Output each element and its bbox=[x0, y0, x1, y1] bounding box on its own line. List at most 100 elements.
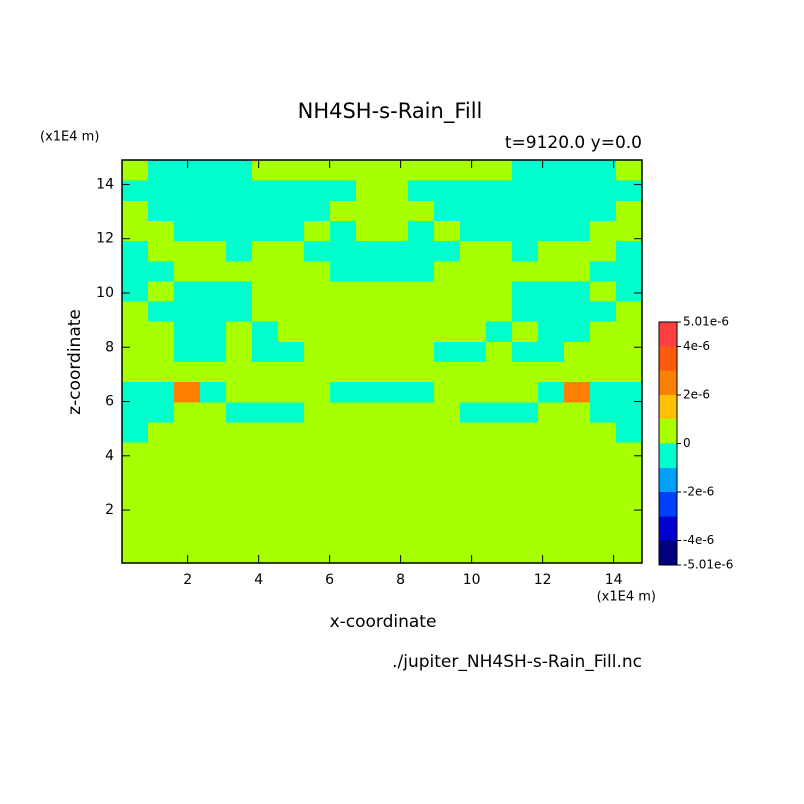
field-cell bbox=[304, 442, 331, 463]
field-cell bbox=[200, 542, 227, 564]
field-cell bbox=[304, 341, 331, 362]
field-cell bbox=[252, 401, 279, 423]
field-cell bbox=[122, 280, 149, 302]
field-cell bbox=[148, 482, 175, 504]
field-cell bbox=[252, 502, 279, 524]
field-cell bbox=[148, 462, 175, 483]
field-cell bbox=[434, 482, 461, 504]
field-cell bbox=[304, 180, 331, 201]
field-cell bbox=[174, 381, 201, 403]
field-cell bbox=[408, 462, 435, 483]
field-cell bbox=[382, 180, 409, 201]
field-cell bbox=[434, 361, 461, 383]
colorbar-band bbox=[659, 322, 677, 347]
field-cell bbox=[616, 401, 643, 423]
field-cell bbox=[382, 502, 409, 524]
field-cell bbox=[382, 200, 409, 221]
field-cell bbox=[122, 301, 149, 322]
field-cell bbox=[408, 502, 435, 524]
field-cell bbox=[616, 260, 643, 282]
field-cell bbox=[434, 462, 461, 483]
field-cell bbox=[486, 220, 513, 242]
field-cell bbox=[616, 421, 643, 443]
field-cell bbox=[252, 421, 279, 443]
field-cell bbox=[330, 381, 357, 403]
field-cell bbox=[278, 462, 305, 483]
field-cell bbox=[330, 482, 357, 504]
field-cell bbox=[460, 220, 487, 242]
field-cell bbox=[252, 220, 279, 242]
field-cell bbox=[460, 260, 487, 282]
field-cell bbox=[252, 200, 279, 221]
field-cell bbox=[252, 240, 279, 262]
field-cell bbox=[122, 522, 149, 544]
field-cell bbox=[382, 160, 409, 181]
field-cell bbox=[434, 401, 461, 423]
field-cell bbox=[616, 180, 643, 201]
field-cell bbox=[538, 522, 565, 544]
x-axis-label: x-coordinate bbox=[330, 612, 437, 632]
field-cell bbox=[564, 361, 591, 383]
field-cell bbox=[408, 522, 435, 544]
field-cell bbox=[226, 200, 253, 221]
field-cell bbox=[252, 482, 279, 504]
y-tick-label: 8 bbox=[105, 339, 114, 355]
field-cell bbox=[590, 240, 617, 262]
field-cell bbox=[564, 401, 591, 423]
field-cell bbox=[200, 160, 227, 181]
field-cell bbox=[304, 502, 331, 524]
field-cell bbox=[434, 522, 461, 544]
field-cell bbox=[590, 462, 617, 483]
field-cell bbox=[590, 361, 617, 383]
field-cell bbox=[148, 542, 175, 564]
field-cell bbox=[252, 260, 279, 282]
field-cell bbox=[278, 361, 305, 383]
field-cell bbox=[538, 200, 565, 221]
field-cell bbox=[382, 280, 409, 302]
field-cell bbox=[486, 442, 513, 463]
field-cell bbox=[148, 240, 175, 262]
field-cell bbox=[616, 301, 643, 322]
colorbar-label: -5.01e-6 bbox=[683, 558, 733, 572]
colorbar-band bbox=[659, 516, 677, 541]
field-cell bbox=[382, 240, 409, 262]
field-cell bbox=[174, 160, 201, 181]
field-cell bbox=[486, 240, 513, 262]
field-cell bbox=[226, 462, 253, 483]
field-cell bbox=[564, 180, 591, 201]
field-cell bbox=[538, 321, 565, 342]
field-cell bbox=[434, 341, 461, 362]
field-cell bbox=[408, 160, 435, 181]
field-cell bbox=[330, 341, 357, 362]
y-tick-label: 4 bbox=[105, 448, 114, 464]
field-cell bbox=[356, 160, 383, 181]
field-cell bbox=[174, 321, 201, 342]
footer: ./jupiter_NH4SH-s-Rain_Fill.nc bbox=[392, 652, 642, 672]
field-cell bbox=[434, 421, 461, 443]
field-cell bbox=[252, 160, 279, 181]
field-cell bbox=[590, 442, 617, 463]
field-cell bbox=[616, 160, 643, 181]
field-cell bbox=[434, 442, 461, 463]
field-cell bbox=[382, 482, 409, 504]
field-cell bbox=[252, 522, 279, 544]
field-cell bbox=[408, 220, 435, 242]
field-cell bbox=[408, 280, 435, 302]
field-cell bbox=[512, 240, 539, 262]
field-cell bbox=[226, 301, 253, 322]
field-cell bbox=[226, 361, 253, 383]
field-cell bbox=[122, 381, 149, 403]
field-cell bbox=[200, 200, 227, 221]
field-cell bbox=[460, 401, 487, 423]
colorbar-band bbox=[659, 492, 677, 517]
field-cell bbox=[512, 502, 539, 524]
field-cell bbox=[460, 482, 487, 504]
x-tick-label: 2 bbox=[183, 572, 192, 588]
field-cell bbox=[512, 220, 539, 242]
field-cell bbox=[356, 200, 383, 221]
field-cell bbox=[356, 220, 383, 242]
field-cell bbox=[148, 160, 175, 181]
field-cell bbox=[408, 240, 435, 262]
field-cell bbox=[486, 522, 513, 544]
field-cell bbox=[538, 381, 565, 403]
